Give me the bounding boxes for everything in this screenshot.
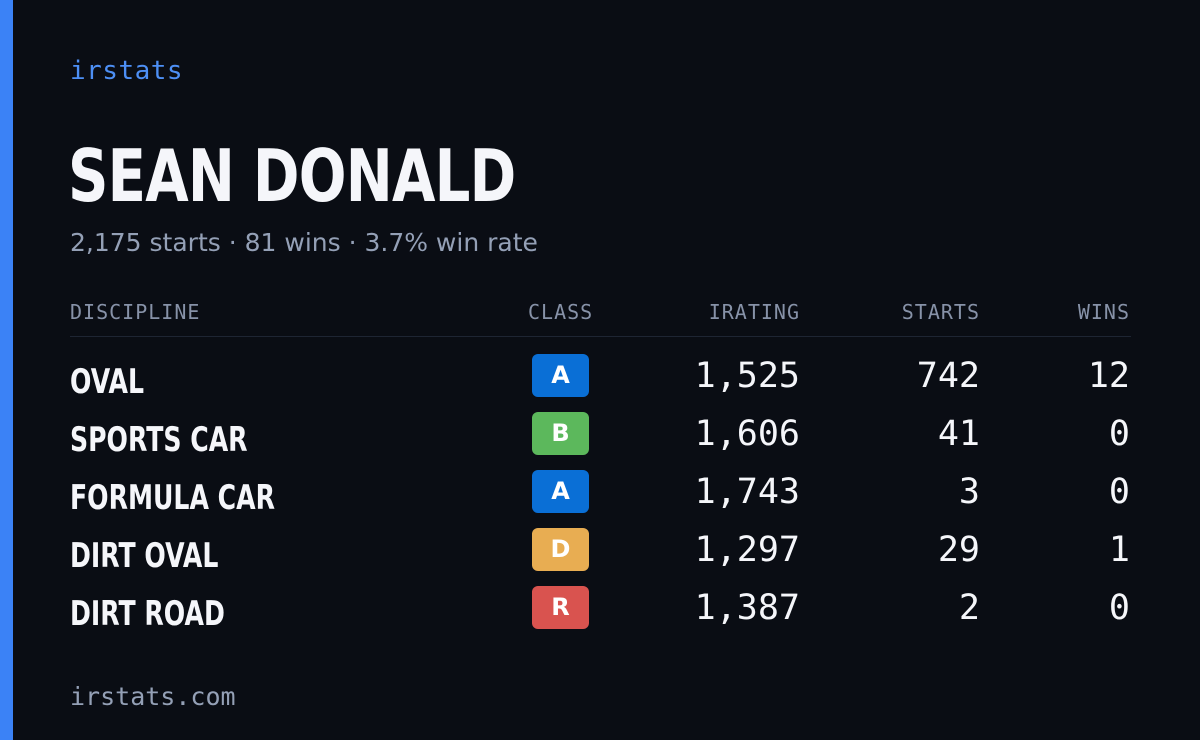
irating-value: 1,743 — [694, 472, 800, 512]
header-discipline: DISCIPLINE — [70, 300, 201, 324]
discipline-label: SPORTS CAR — [70, 420, 248, 460]
driver-name: SEAN DONALD — [68, 134, 516, 218]
table-row: DIRT ROAD R 1,387 2 0 — [70, 584, 1131, 642]
discipline-label: DIRT ROAD — [70, 594, 225, 634]
header-wins: WINS — [1077, 300, 1130, 324]
wins-value: 0 — [1108, 588, 1130, 628]
table-row: SPORTS CAR B 1,606 41 0 — [70, 410, 1131, 468]
starts-value: 3 — [958, 472, 980, 512]
header-class: CLASS — [528, 300, 594, 324]
irating-value: 1,606 — [694, 414, 800, 454]
accent-bar — [0, 0, 13, 740]
footer-url[interactable]: irstats.com — [70, 682, 236, 711]
class-badge: A — [532, 470, 589, 513]
header-irating: IRATING — [708, 300, 800, 324]
starts-value: 29 — [937, 530, 980, 570]
starts-value: 41 — [937, 414, 980, 454]
brand-logo-text: irstats — [70, 56, 184, 86]
irating-value: 1,297 — [694, 530, 800, 570]
irating-value: 1,387 — [694, 588, 800, 628]
class-badge: A — [532, 354, 589, 397]
discipline-label: FORMULA CAR — [70, 478, 275, 518]
irating-value: 1,525 — [694, 356, 800, 396]
discipline-label: OVAL — [70, 362, 144, 402]
wins-value: 0 — [1108, 472, 1130, 512]
class-badge: R — [532, 586, 589, 629]
wins-value: 1 — [1108, 530, 1130, 570]
table-row: DIRT OVAL D 1,297 29 1 — [70, 526, 1131, 584]
discipline-label: DIRT OVAL — [70, 536, 219, 576]
wins-value: 12 — [1087, 356, 1130, 396]
table-row: OVAL A 1,525 742 12 — [70, 352, 1131, 410]
driver-summary: 2,175 starts · 81 wins · 3.7% win rate — [70, 228, 538, 257]
starts-value: 742 — [916, 356, 980, 396]
starts-value: 2 — [958, 588, 980, 628]
stats-table: OVAL A 1,525 742 12 SPORTS CAR B 1,606 4… — [70, 352, 1131, 642]
wins-value: 0 — [1108, 414, 1130, 454]
table-row: FORMULA CAR A 1,743 3 0 — [70, 468, 1131, 526]
class-badge: D — [532, 528, 589, 571]
header-starts: STARTS — [901, 300, 980, 324]
class-badge: B — [532, 412, 589, 455]
table-header: DISCIPLINE CLASS IRATING STARTS WINS — [70, 300, 1131, 337]
